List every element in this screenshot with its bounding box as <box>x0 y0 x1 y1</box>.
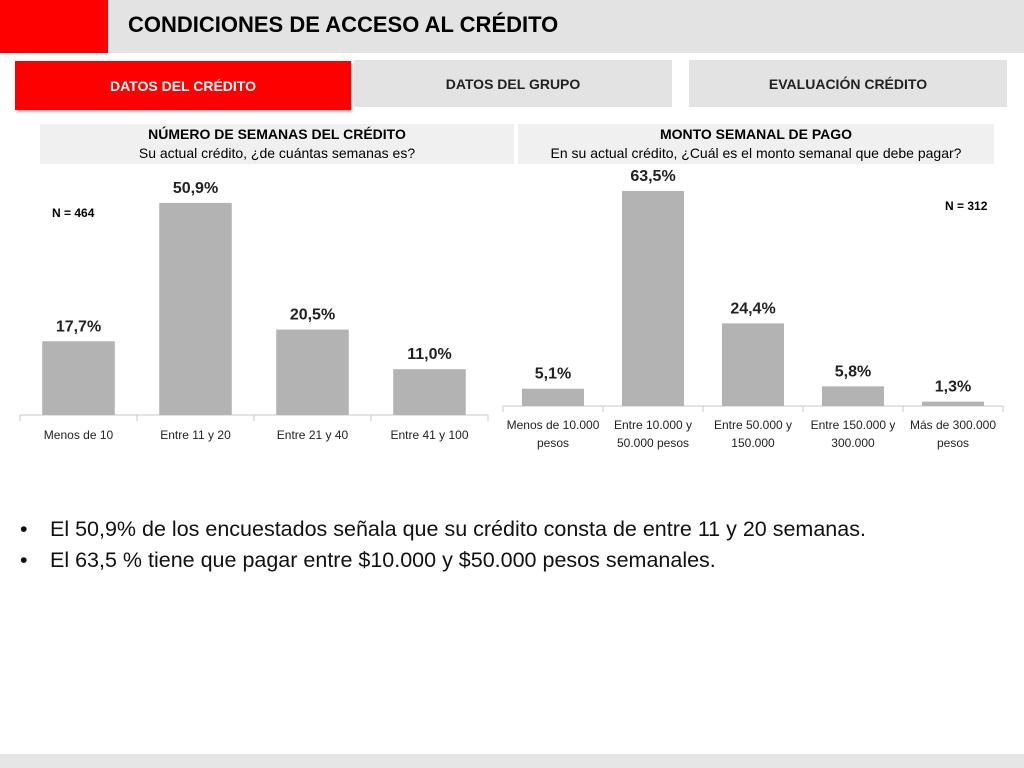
bar <box>622 191 684 406</box>
sample-size-label-weeks: N = 464 <box>52 206 95 220</box>
bullet-symbol: • <box>20 548 28 572</box>
bar <box>276 329 349 415</box>
bar <box>822 386 884 406</box>
title-accent-block <box>0 0 108 53</box>
category-tick-label: 300.000 <box>831 436 875 450</box>
title-bar <box>0 0 1024 53</box>
sample-size-label-payment: N = 312 <box>945 199 988 213</box>
bar-value-label: 20,5% <box>290 307 335 324</box>
bar-value-label: 5,8% <box>835 363 871 380</box>
bar-value-label: 50,9% <box>173 180 218 197</box>
question-box-weeks: NÚMERO DE SEMANAS DEL CRÉDITO Su actual … <box>40 124 514 164</box>
category-tick-label: Entre 21 y 40 <box>277 428 349 442</box>
category-tick-label: Más de 300.000 <box>910 418 996 432</box>
bar <box>42 341 115 415</box>
bar <box>922 401 984 406</box>
bullet-list: • El 50,9% de los encuestados señala que… <box>18 514 1008 576</box>
category-tick-label: Menos de 10 <box>44 428 114 442</box>
bullet-item: • El 63,5 % tiene que pagar entre $10.00… <box>18 545 1008 576</box>
bar-value-label: 24,4% <box>730 300 775 317</box>
bullet-text: El 50,9% de los encuestados señala que s… <box>50 517 866 541</box>
question-box-payment: MONTO SEMANAL DE PAGO En su actual crédi… <box>518 124 994 164</box>
category-tick-label: Entre 10.000 y <box>614 418 692 432</box>
bar <box>522 388 584 406</box>
tab-datos-del-credito[interactable]: DATOS DEL CRÉDITO <box>15 61 351 110</box>
question-text-payment: En su actual crédito, ¿Cuál es el monto … <box>550 145 962 161</box>
question-title-payment: MONTO SEMANAL DE PAGO <box>659 126 853 142</box>
category-tick-label: Entre 11 y 20 <box>160 428 231 442</box>
category-tick-label: 150.000 <box>731 436 775 450</box>
category-tick-label: Menos de 10.000 <box>507 418 600 432</box>
bar <box>393 369 466 415</box>
bar-value-label: 11,0% <box>407 346 451 363</box>
bar-value-label: 5,1% <box>535 366 571 383</box>
footer-bar <box>0 754 1024 768</box>
bar-value-label: 63,5% <box>630 168 675 185</box>
category-tick-label: pesos <box>537 436 569 450</box>
bar <box>159 202 232 415</box>
page-title: CONDICIONES DE ACCESO AL CRÉDITO <box>128 12 559 37</box>
category-tick-label: pesos <box>937 436 969 450</box>
category-tick-label: Entre 50.000 y <box>714 418 792 432</box>
bullet-item: • El 50,9% de los encuestados señala que… <box>18 514 1008 545</box>
question-text-weeks: Su actual crédito, ¿de cuántas semanas e… <box>138 145 416 161</box>
tab-datos-del-grupo[interactable]: DATOS DEL GRUPO <box>354 60 672 107</box>
bullet-symbol: • <box>20 517 28 541</box>
category-tick-label: 50.000 pesos <box>617 436 689 450</box>
question-title-weeks: NÚMERO DE SEMANAS DEL CRÉDITO <box>148 126 406 142</box>
category-tick-label: Entre 150.000 y <box>811 418 896 432</box>
bar-value-label: 17,7% <box>56 318 101 335</box>
bar-value-label: 1,3% <box>935 379 971 396</box>
category-tick-label: Entre 41 y 100 <box>390 428 468 442</box>
tab-evaluacion-credito[interactable]: EVALUACIÓN CRÉDITO <box>689 60 1007 107</box>
bullet-text: El 63,5 % tiene que pagar entre $10.000 … <box>50 548 716 572</box>
bar <box>722 323 784 406</box>
